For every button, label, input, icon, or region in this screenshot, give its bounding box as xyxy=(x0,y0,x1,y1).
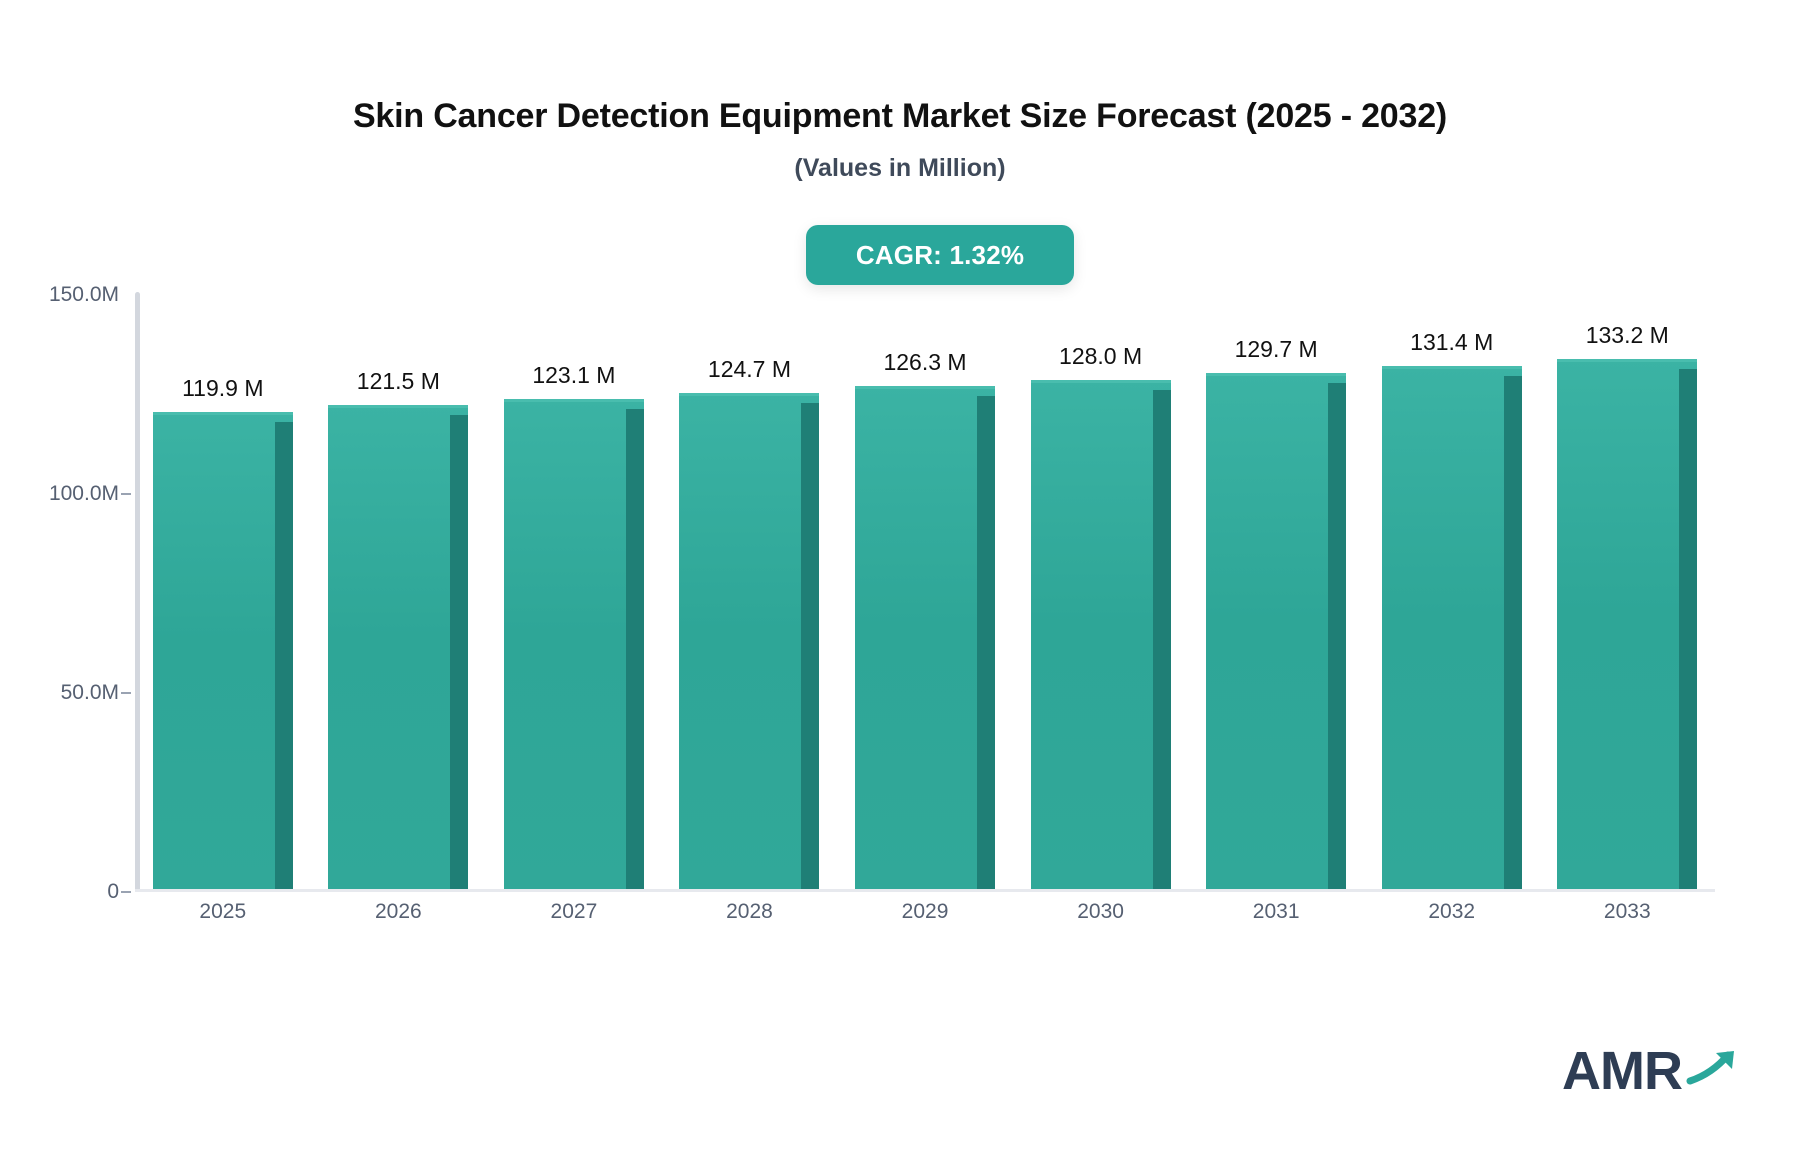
logo-text: AMR xyxy=(1562,1041,1683,1101)
y-axis-tick-label: 150.0M xyxy=(48,283,119,306)
bar-top-edge xyxy=(328,405,469,409)
bar-side-shadow xyxy=(1328,382,1347,889)
x-axis-category-label: 2031 xyxy=(1252,900,1300,923)
bar-face xyxy=(1381,366,1522,889)
bar-face xyxy=(152,411,293,889)
x-axis-category-label: 2029 xyxy=(901,900,949,923)
bar[interactable]: 126.3 M xyxy=(855,349,996,889)
bar-top-edge xyxy=(1206,372,1347,376)
bar-face xyxy=(1206,372,1347,889)
arrow-up-right-icon xyxy=(1686,1047,1740,1092)
x-axis-category-label: 2032 xyxy=(1428,900,1476,923)
x-axis-category-label: 2025 xyxy=(199,900,247,923)
cagr-badge-label: CAGR: 1.32% xyxy=(855,239,1025,270)
x-axis-category-label: 2033 xyxy=(1603,900,1651,923)
bar-value-label: 126.3 M xyxy=(883,349,967,376)
y-axis-tick-label: 50.0M xyxy=(60,681,119,704)
y-axis-tick-mark xyxy=(121,891,131,893)
bar[interactable]: 133.2 M xyxy=(1557,322,1698,889)
bar-top-edge xyxy=(1030,379,1171,383)
bar-slot: 119.9 M xyxy=(135,292,311,889)
amr-logo: AMR xyxy=(1562,1044,1740,1098)
bar-slot: 128.0 M xyxy=(1013,292,1189,889)
bar-side-shadow xyxy=(977,396,996,889)
bar-face xyxy=(328,405,469,889)
bar-face xyxy=(855,386,996,889)
bar-side-shadow xyxy=(450,415,469,889)
bar-top-edge xyxy=(855,386,996,390)
bar[interactable]: 129.7 M xyxy=(1206,336,1347,889)
page-title: Skin Cancer Detection Equipment Market S… xyxy=(352,97,1448,135)
bar-top-edge xyxy=(152,411,293,415)
bar-value-label: 121.5 M xyxy=(356,368,440,395)
plot-area: 0 50.0M 100.0M 150.0M 119.9 M 121.5 M 123.1 M… xyxy=(49,283,1715,903)
x-axis-labels: 2025 2026 2027 2028 2029 2030 2031 2032 2033 xyxy=(135,900,1715,924)
bar-top-edge xyxy=(679,392,820,396)
bar-side-shadow xyxy=(1152,389,1171,889)
x-axis-category-label: 2026 xyxy=(374,900,422,923)
bar-side-shadow xyxy=(274,421,293,889)
bar-face xyxy=(1030,379,1171,889)
x-axis-line xyxy=(135,889,1715,892)
y-axis-line xyxy=(135,292,140,892)
x-axis-category-label: 2030 xyxy=(1077,900,1124,923)
bar-top-edge xyxy=(1557,358,1698,362)
bar[interactable]: 119.9 M xyxy=(152,375,293,889)
bar[interactable]: 123.1 M xyxy=(503,362,644,889)
bar-slot: 123.1 M xyxy=(486,292,662,889)
y-axis-tick-label: 0 xyxy=(107,880,119,903)
bar[interactable]: 121.5 M xyxy=(328,368,469,889)
bar-slot: 121.5 M xyxy=(311,292,487,889)
x-axis-category-label: 2027 xyxy=(550,900,598,923)
y-axis-tick-mark xyxy=(121,493,131,495)
bar-value-label: 129.7 M xyxy=(1234,335,1318,362)
bar-top-edge xyxy=(503,399,644,403)
bar-side-shadow xyxy=(1679,368,1698,889)
bar[interactable]: 128.0 M xyxy=(1030,343,1171,889)
bar-slot: 133.2 M xyxy=(1540,292,1716,889)
y-axis-tick-label: 100.0M xyxy=(48,482,119,505)
y-axis-tick-mark xyxy=(121,692,131,694)
x-axis-category-label: 2028 xyxy=(726,900,773,923)
bar-top-edge xyxy=(1381,366,1522,370)
bar-slot: 126.3 M xyxy=(837,292,1013,889)
chart-subtitle: (Values in Million) xyxy=(794,153,1006,182)
bar-value-label: 119.9 M xyxy=(182,374,264,401)
bar-value-label: 123.1 M xyxy=(532,362,616,389)
bar-side-shadow xyxy=(1503,376,1522,889)
title-block: Skin Cancer Detection Equipment Market S… xyxy=(0,96,1800,183)
bar-face xyxy=(679,392,820,889)
bar-slot: 129.7 M xyxy=(1188,292,1364,889)
bar-side-shadow xyxy=(801,402,820,889)
bar-slot: 124.7 M xyxy=(662,292,838,889)
bar-value-label: 131.4 M xyxy=(1410,329,1494,356)
bar[interactable]: 124.7 M xyxy=(679,356,820,889)
bar-value-label: 128.0 M xyxy=(1059,342,1143,369)
bar-face xyxy=(503,399,644,889)
bar-value-label: 124.7 M xyxy=(707,355,792,382)
bar-value-label: 133.2 M xyxy=(1585,321,1669,348)
bar-series: 119.9 M 121.5 M 123.1 M 124.7 M 126.3 M 128.0… xyxy=(135,292,1715,889)
bar-slot: 131.4 M xyxy=(1364,292,1540,889)
cagr-badge: CAGR: 1.32% xyxy=(806,225,1074,285)
bar-side-shadow xyxy=(625,409,644,889)
bar-face xyxy=(1557,358,1698,889)
bar[interactable]: 131.4 M xyxy=(1381,329,1522,889)
